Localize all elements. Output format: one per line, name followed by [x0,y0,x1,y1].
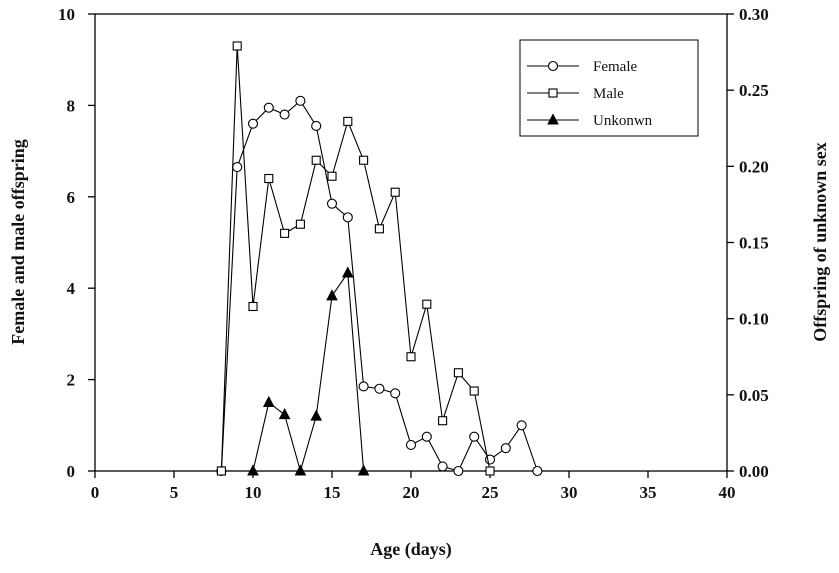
series-line [220,99,538,472]
marker [232,41,242,51]
marker [341,266,354,278]
y-tick-label: 6 [67,188,76,207]
marker [358,381,369,392]
marker [357,464,370,476]
marker [311,155,321,165]
x-tick-label: 35 [640,483,657,502]
marker [310,409,323,421]
marker [343,116,353,126]
marker [406,352,416,362]
y2-tick-label: 0.00 [739,462,769,481]
marker [532,465,543,477]
marker [547,113,559,125]
y-tick-label: 10 [58,5,75,24]
x-tick-label: 10 [245,483,262,502]
x-tick-label: 15 [324,483,341,502]
marker [327,171,337,181]
marker [262,395,275,407]
marker [438,416,448,426]
marker [248,301,258,312]
marker [216,466,226,476]
y-axis-title: Female and male offspring [8,139,28,344]
x-tick-label: 5 [170,483,179,502]
marker [311,120,322,132]
marker [453,368,463,378]
x-tick-label: 30 [561,483,578,502]
marker [359,155,369,165]
series-line [252,271,365,474]
marker [280,228,290,238]
y2-tick-label: 0.10 [739,310,769,329]
x-tick-label: 20 [403,483,420,502]
marker [232,162,243,173]
marker [453,465,464,477]
marker [390,388,401,399]
y-tick-label: 2 [67,371,76,390]
marker [326,289,338,301]
marker [405,439,417,451]
legend-label: Unkonwn [593,113,653,129]
marker [263,102,274,113]
y2-tick-label: 0.20 [739,157,769,176]
marker [500,443,511,454]
legend-label: Female [593,59,637,75]
marker [422,299,432,309]
marker [326,198,338,209]
series-line [220,45,491,472]
legend-label: Male [593,86,624,102]
y2-tick-label: 0.05 [739,386,769,405]
marker [294,464,307,476]
marker [516,420,527,431]
marker [278,408,291,420]
y2-tick-label: 0.30 [739,5,769,24]
x-tick-label: 40 [719,483,736,502]
marker [295,219,305,229]
marker [342,212,353,223]
y2-tick-label: 0.25 [739,81,769,100]
marker [548,88,558,98]
x-axis-title: Age (days) [370,539,452,560]
y-tick-label: 4 [67,279,76,298]
marker [421,431,432,442]
marker [469,431,480,442]
marker [547,60,559,72]
y-tick-label: 0 [67,462,76,481]
x-tick-label: 25 [482,483,499,502]
marker [264,173,274,184]
marker [279,109,290,120]
marker [469,386,479,396]
x-tick-label: 0 [91,483,100,502]
marker [390,187,400,197]
marker [374,224,384,234]
y2-axis-title: Offspring of unknown sex [810,142,830,342]
marker [295,95,306,106]
marker [374,383,385,394]
y-tick-label: 8 [67,96,76,115]
y2-tick-label: 0.15 [739,234,769,253]
marker [247,118,259,129]
marker [485,466,495,476]
marker [247,464,259,476]
marker [437,461,448,472]
